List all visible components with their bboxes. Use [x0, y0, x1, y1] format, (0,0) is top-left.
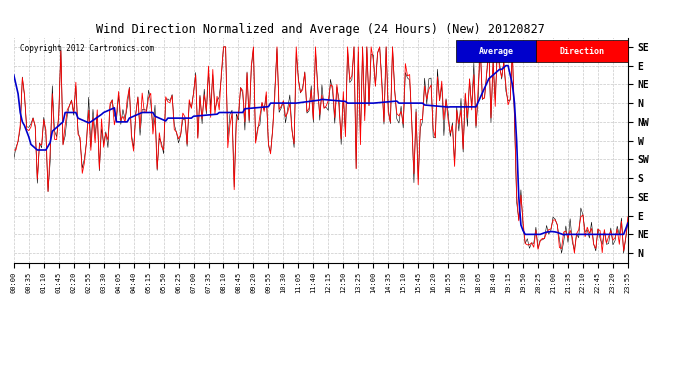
Title: Wind Direction Normalized and Average (24 Hours) (New) 20120827: Wind Direction Normalized and Average (2… — [97, 23, 545, 36]
Text: Direction: Direction — [560, 46, 604, 56]
Text: Average: Average — [478, 46, 513, 56]
Text: Copyright 2012 Cartronics.com: Copyright 2012 Cartronics.com — [20, 44, 154, 53]
FancyBboxPatch shape — [535, 40, 628, 62]
FancyBboxPatch shape — [456, 40, 535, 62]
